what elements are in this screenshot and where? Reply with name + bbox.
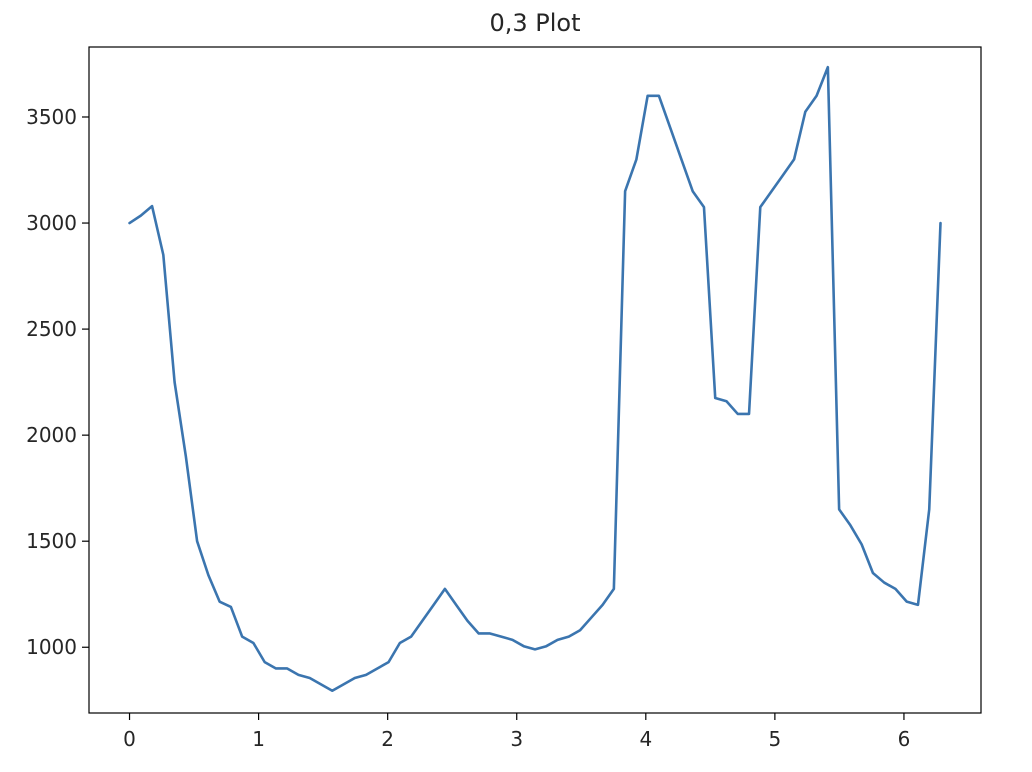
y-tick-label: 2000 (26, 423, 77, 447)
y-axis: 1000 1500 2000 2500 3000 3500 (26, 105, 89, 659)
x-axis: 0 1 2 3 4 5 6 (123, 713, 910, 751)
plot-area (128, 65, 942, 693)
x-tick-label: 4 (639, 727, 652, 751)
x-tick-label: 1 (252, 727, 265, 751)
x-tick-label: 5 (769, 727, 782, 751)
y-tick-label: 3000 (26, 211, 77, 235)
x-tick-label: 2 (381, 727, 394, 751)
y-tick-label: 2500 (26, 317, 77, 341)
y-tick-label: 3500 (26, 105, 77, 129)
axes-frame (88, 46, 982, 714)
chart-title: 0,3 Plot (489, 9, 580, 37)
x-tick-label: 3 (510, 727, 523, 751)
series-line (128, 65, 942, 693)
x-tick-label: 0 (123, 727, 136, 751)
x-tick-label: 6 (898, 727, 911, 751)
y-tick-label: 1500 (26, 529, 77, 553)
y-tick-label: 1000 (26, 635, 77, 659)
